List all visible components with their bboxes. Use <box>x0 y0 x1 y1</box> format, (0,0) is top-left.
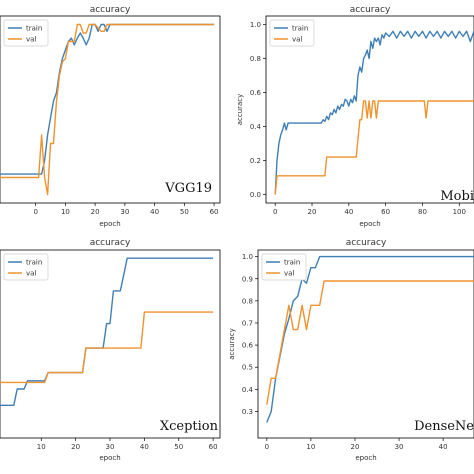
x-tick-label: 60 <box>381 208 390 216</box>
x-tick-label: 40 <box>439 443 448 451</box>
plot-frame <box>257 249 474 439</box>
y-tick-label: 0.3 <box>242 408 253 416</box>
x-tick-label: 0 <box>273 208 277 216</box>
legend-label-train: train <box>26 259 42 267</box>
x-tick-label: 20 <box>308 208 317 216</box>
x-axis-label: epoch <box>99 220 120 228</box>
x-tick-label: 100 <box>453 208 466 216</box>
x-tick-label: 50 <box>180 208 189 216</box>
legend-label-val: val <box>26 36 36 44</box>
y-axis-label: accuracy <box>236 94 244 126</box>
x-tick-label: 80 <box>418 208 427 216</box>
y-tick-label: 0.8 <box>242 297 253 305</box>
y-tick-label: 0.2 <box>250 157 261 165</box>
chart-panel-4: accuracy 0 10 20 30 40 0.3 0.4 0.5 0.6 0.7 0.8 0.9 1.… <box>228 238 474 462</box>
y-tick-label: 0.6 <box>242 342 254 350</box>
y-tick-label: 0.0 <box>250 191 261 199</box>
plot-frame <box>265 15 474 204</box>
x-tick-label: 60 <box>209 443 218 451</box>
legend-label-val: val <box>292 36 302 44</box>
model-name-label: VGG19 <box>164 181 212 196</box>
series-line-val <box>0 311 214 384</box>
legend-label-val: val <box>284 270 294 278</box>
x-tick-label: 30 <box>395 443 404 451</box>
y-axis-label: accuracy <box>228 328 236 360</box>
y-tick-label: 0.5 <box>242 364 253 372</box>
y-tick-label: 1.0 <box>242 253 253 261</box>
x-tick-label: 10 <box>306 443 315 451</box>
y-tick-label: 1.0 <box>250 21 261 29</box>
x-tick-label: 50 <box>174 443 183 451</box>
x-tick-label: 30 <box>120 208 129 216</box>
y-tick-label: 0.4 <box>242 386 254 394</box>
y-tick-label: 0.9 <box>242 275 253 283</box>
chart-panel-2: accuracy 0 20 40 60 80 100 0.0 0.2 0.4 0.6 0.8 1.0 ep… <box>236 5 474 228</box>
series-line-train <box>0 23 215 175</box>
x-tick-label: 10 <box>37 443 46 451</box>
chart-title: accuracy <box>90 5 131 15</box>
x-axis-label: epoch <box>355 454 376 462</box>
x-tick-label: 10 <box>61 208 70 216</box>
series-line-val <box>266 280 474 405</box>
series-line-val <box>274 100 474 195</box>
legend-label-train: train <box>292 25 308 33</box>
series-line-train <box>274 30 474 195</box>
legend-label-val: val <box>26 270 36 278</box>
chart-title: accuracy <box>90 238 131 248</box>
chart-title: accuracy <box>346 238 387 248</box>
x-tick-label: 60 <box>210 208 219 216</box>
x-tick-label: 40 <box>140 443 149 451</box>
x-axis-label: epoch <box>359 220 380 228</box>
legend-label-train: train <box>284 259 300 267</box>
series-line-val <box>0 23 215 196</box>
x-tick-label: 20 <box>71 443 80 451</box>
x-axis-label: epoch <box>99 454 120 462</box>
model-name-label: Mobi <box>440 189 474 204</box>
x-tick-label: 20 <box>351 443 360 451</box>
x-tick-label: 40 <box>150 208 159 216</box>
plot-frame <box>0 15 221 204</box>
chart-panel-3: accuracy 10 20 30 40 50 60 epoch train val Xceptio… <box>0 238 221 462</box>
legend-label-train: train <box>26 25 42 33</box>
model-name-label: DenseNe <box>414 419 474 434</box>
x-tick-label: 0 <box>265 443 269 451</box>
y-tick-label: 0.8 <box>250 55 261 63</box>
x-tick-label: 0 <box>33 208 37 216</box>
x-tick-label: 40 <box>344 208 353 216</box>
x-tick-label: 30 <box>106 443 115 451</box>
y-tick-label: 0.7 <box>242 319 253 327</box>
y-tick-label: 0.6 <box>250 89 262 97</box>
y-tick-label: 0.4 <box>250 123 262 131</box>
x-tick-label: 20 <box>91 208 100 216</box>
model-name-label: Xception <box>160 419 219 434</box>
chart-panel-1: accuracy 0 10 20 30 40 50 60 epoch train val VGG19 <box>0 5 221 228</box>
chart-title: accuracy <box>350 5 391 15</box>
